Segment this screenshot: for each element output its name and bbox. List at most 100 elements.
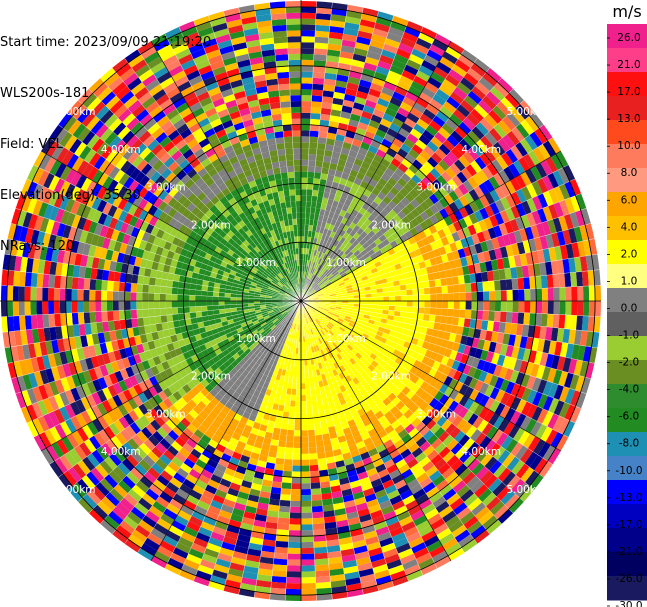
velocity-gate <box>460 99 475 113</box>
velocity-gate <box>519 100 535 116</box>
velocity-gate <box>478 99 493 114</box>
velocity-gate <box>336 74 349 83</box>
velocity-gate <box>290 394 297 401</box>
velocity-gate <box>422 129 435 141</box>
velocity-gate <box>360 231 368 239</box>
velocity-gate <box>83 278 91 290</box>
velocity-gate <box>318 214 324 222</box>
velocity-gate <box>463 318 471 328</box>
velocity-gate <box>316 7 332 15</box>
velocity-gate <box>305 207 311 214</box>
velocity-gate <box>313 172 322 179</box>
velocity-gate <box>456 104 471 118</box>
velocity-gate <box>309 142 318 149</box>
velocity-gate <box>201 290 208 297</box>
velocity-gate <box>323 155 332 163</box>
velocity-sectors <box>0 0 602 602</box>
velocity-gate <box>363 218 372 227</box>
velocity-gate <box>301 71 313 78</box>
velocity-gate <box>453 292 460 301</box>
velocity-gate <box>315 434 324 442</box>
velocity-gate <box>165 286 173 295</box>
velocity-gate <box>323 78 336 86</box>
velocity-gate <box>446 316 454 325</box>
velocity-gate <box>362 105 375 115</box>
velocity-gate <box>307 165 316 173</box>
velocity-gate <box>356 36 371 46</box>
velocity-gate <box>349 169 359 178</box>
velocity-gate <box>464 283 472 293</box>
velocity-gate <box>377 296 384 301</box>
velocity-gate <box>53 288 61 301</box>
velocity-gate <box>301 148 309 155</box>
velocity-gate <box>341 246 349 253</box>
velocity-gate <box>130 283 138 293</box>
velocity-gate <box>436 293 443 301</box>
velocity-gate <box>386 128 399 138</box>
velocity-gate <box>383 81 397 92</box>
velocity-gate <box>142 301 149 310</box>
velocity-gate <box>183 294 190 301</box>
velocity-gate <box>594 285 602 301</box>
velocity-gate <box>310 201 317 208</box>
velocity-gate <box>425 172 437 183</box>
velocity-gate <box>130 292 137 301</box>
velocity-gate <box>382 112 395 123</box>
velocity-gate <box>404 153 416 164</box>
velocity-gate <box>335 189 344 197</box>
velocity-gate <box>314 558 329 566</box>
velocity-gate <box>338 259 345 266</box>
velocity-gate <box>570 272 578 287</box>
velocity-gate <box>536 301 543 314</box>
velocity-gate <box>336 241 343 249</box>
velocity-gate <box>343 93 356 103</box>
velocity-gate <box>342 224 350 232</box>
velocity-gate <box>369 39 385 50</box>
velocity-gate <box>301 30 316 37</box>
velocity-gate <box>36 314 44 329</box>
velocity-gate <box>494 280 501 291</box>
velocity-gate <box>136 309 143 319</box>
velocity-gate <box>301 18 316 25</box>
velocity-gate <box>284 453 293 460</box>
velocity-gate <box>324 255 330 262</box>
velocity-gate <box>286 577 301 584</box>
velocity-gate <box>362 136 373 146</box>
velocity-gate <box>322 277 329 283</box>
velocity-gate <box>101 311 108 322</box>
velocity-gate <box>430 293 437 301</box>
velocity-gate <box>355 252 363 260</box>
velocity-gate <box>301 206 306 213</box>
velocity-gate <box>310 289 316 295</box>
velocity-gate <box>310 482 321 489</box>
velocity-gate <box>307 177 314 184</box>
velocity-gate <box>445 46 462 60</box>
velocity-gate <box>301 389 306 396</box>
velocity-gate <box>301 553 315 560</box>
velocity-gate <box>327 168 336 176</box>
velocity-gate <box>177 307 184 314</box>
velocity-gate <box>301 77 313 84</box>
velocity-gate <box>506 112 521 127</box>
velocity-gate <box>314 286 320 291</box>
velocity-gate <box>494 290 501 301</box>
velocity-gate <box>360 73 374 83</box>
velocity-gate <box>349 222 357 230</box>
velocity-gate <box>177 288 184 295</box>
velocity-gate <box>301 242 305 249</box>
velocity-gate <box>277 517 290 525</box>
velocity-gate <box>113 310 120 321</box>
velocity-gate <box>406 59 422 71</box>
velocity-gate <box>301 453 310 460</box>
velocity-gate <box>486 91 501 106</box>
velocity-gate <box>291 483 301 490</box>
velocity-gate <box>377 191 387 201</box>
velocity-gate <box>447 178 458 191</box>
velocity-gate <box>334 170 343 178</box>
velocity-gate <box>309 289 315 294</box>
velocity-gate <box>350 144 360 153</box>
velocity-gate <box>325 248 331 256</box>
velocity-gate <box>441 308 448 317</box>
velocity-gate <box>330 157 340 165</box>
velocity-gate <box>431 38 449 52</box>
